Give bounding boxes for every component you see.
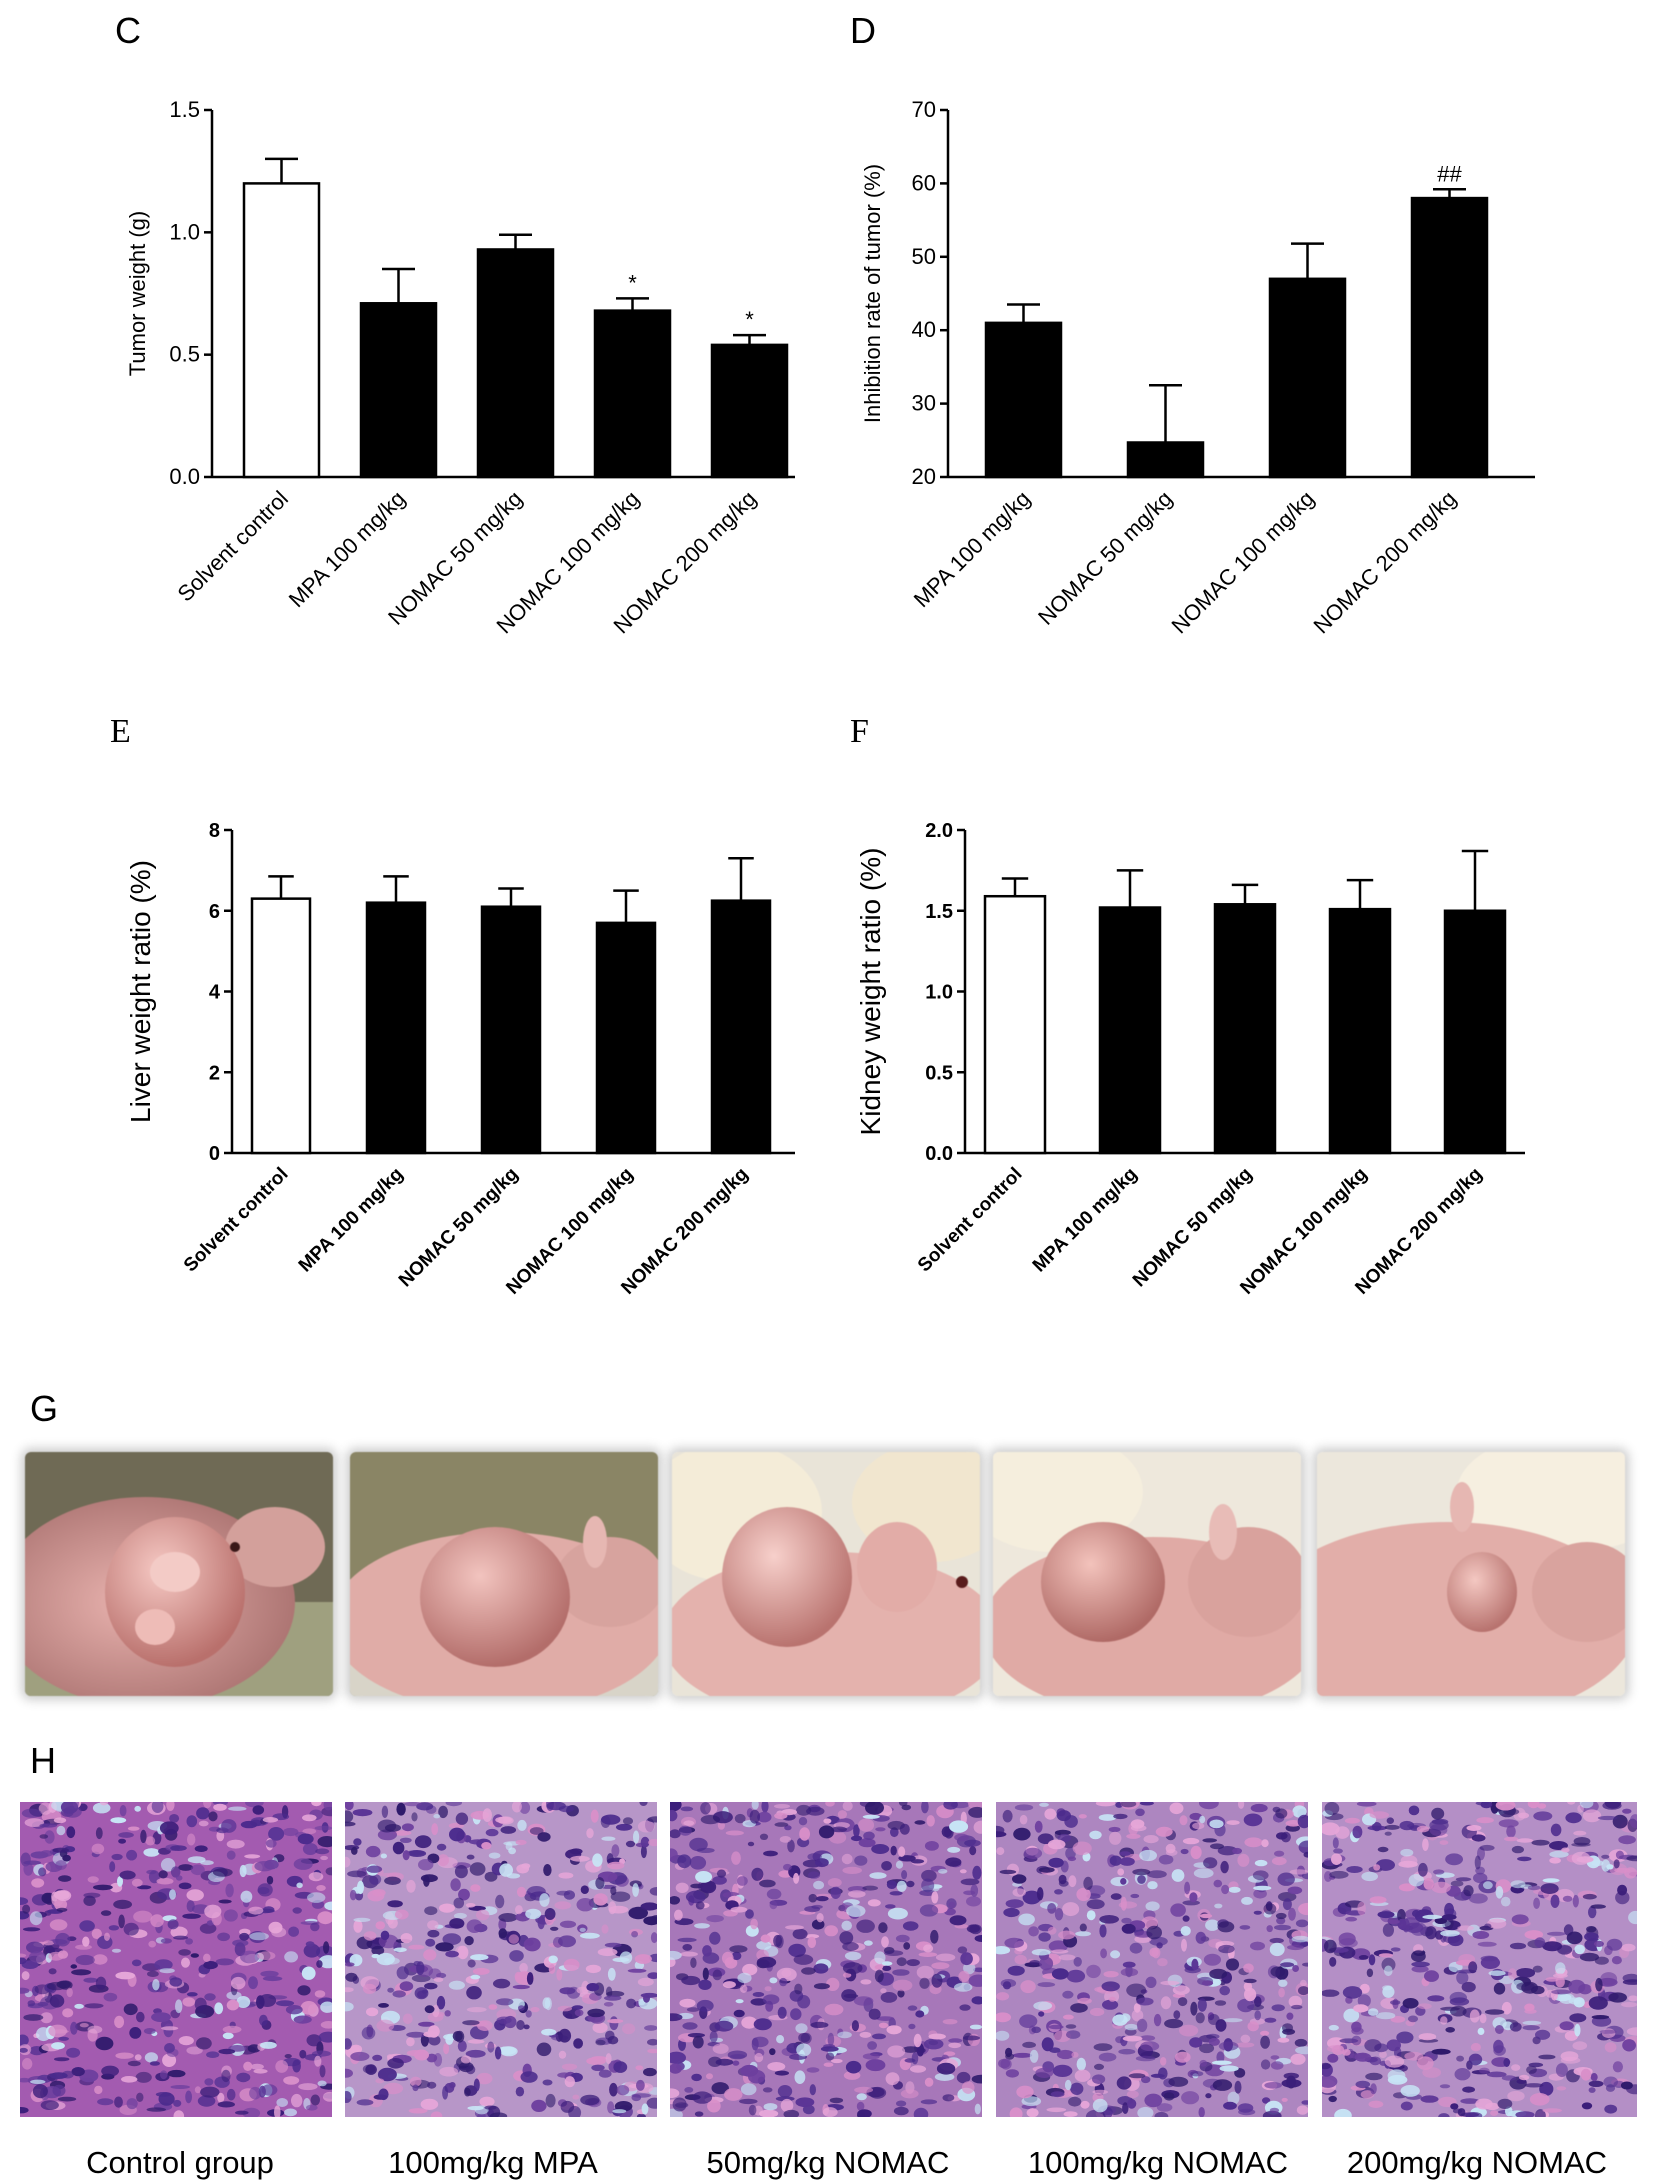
bar-f-nomac-200-mg-kg	[1443, 909, 1507, 1155]
x-tick-label-e-0: Solvent control	[180, 1164, 293, 1277]
y-axis-label-c: Tumor weight (g)	[125, 211, 150, 376]
y-tick-label-c-3: 1.5	[169, 97, 200, 122]
panel-letter-d: D	[850, 10, 876, 51]
y-tick-label-d-4: 60	[912, 170, 936, 195]
histology-image-nomac-50	[670, 1802, 982, 2117]
y-tick-label-f-1: 0.5	[925, 1062, 953, 1084]
bar-f-solvent-control	[983, 894, 1047, 1155]
y-tick-label-d-0: 20	[912, 464, 936, 489]
tumor-photo-nomac-200	[1317, 1452, 1625, 1696]
bar-c-solvent-control	[242, 182, 321, 479]
bar-e-solvent-control	[250, 897, 312, 1155]
histology-image-nomac-100	[996, 1802, 1308, 2117]
bar-e-nomac-200-mg-kg	[710, 899, 772, 1155]
bar-d-nomac-100-mg-kg	[1268, 277, 1347, 479]
y-tick-label-f-3: 1.5	[925, 901, 953, 923]
significance-mark-d-3: ##	[1437, 161, 1462, 186]
bar-c-nomac-50-mg-kg	[476, 248, 555, 479]
tumor-photo-control	[25, 1452, 333, 1696]
histology-caption-nomac-200: 200mg/kg NOMAC	[1346, 2145, 1608, 2180]
panel-letter-e: E	[110, 713, 131, 750]
panel-letter-h: H	[30, 1740, 56, 1781]
panel-letter-f: F	[850, 713, 869, 750]
x-tick-label-f-3: NOMAC 100 mg/kg	[1236, 1164, 1371, 1299]
y-tick-label-e-3: 6	[209, 901, 220, 923]
panel-letter-c: C	[115, 10, 141, 51]
x-tick-label-f-2: NOMAC 50 mg/kg	[1129, 1164, 1257, 1292]
bar-e-mpa-100-mg-kg	[365, 901, 427, 1155]
y-tick-label-d-2: 40	[912, 317, 936, 342]
bar-charts: 0.0 0.5 1.0 1.5 Tumor weight (g) Solvent cont…	[125, 97, 1535, 1299]
y-tick-label-c-1: 0.5	[169, 342, 200, 367]
x-tick-label-d-2: NOMAC 100 mg/kg	[1166, 486, 1319, 639]
tumor-photo-nomac-50	[672, 1452, 980, 1696]
tumor-photo-nomac-100	[993, 1452, 1301, 1696]
y-tick-label-e-0: 0	[209, 1143, 220, 1165]
tumor-photo-mpa-100	[350, 1452, 658, 1696]
panel-letter-g: G	[30, 1388, 59, 1429]
bar-f-nomac-50-mg-kg	[1213, 903, 1277, 1155]
bar-f-nomac-100-mg-kg	[1328, 907, 1392, 1155]
y-tick-label-f-0: 0.0	[925, 1143, 953, 1165]
bar-f-mpa-100-mg-kg	[1098, 906, 1162, 1155]
x-tick-label-d-0: MPA 100 mg/kg	[909, 486, 1035, 612]
histology-caption-nomac-50: 50mg/kg NOMAC	[706, 2145, 950, 2180]
bar-c-nomac-200-mg-kg	[710, 343, 789, 479]
histology-image-nomac-200	[1322, 1802, 1637, 2117]
x-tick-label-e-3: NOMAC 100 mg/kg	[502, 1164, 637, 1299]
significance-mark-c-3: *	[628, 270, 637, 295]
histology-image-mpa-100	[345, 1802, 657, 2117]
bar-d-nomac-50-mg-kg	[1126, 441, 1205, 479]
histology-caption-mpa-100: 100mg/kg MPA	[388, 2145, 598, 2180]
y-tick-label-c-0: 0.0	[169, 464, 200, 489]
y-axis-label-d: Inhibition rate of tumor (%)	[860, 164, 885, 423]
bar-c-mpa-100-mg-kg	[359, 302, 438, 479]
bar-d-nomac-200-mg-kg	[1410, 196, 1489, 479]
histology-caption-control: Control group	[86, 2145, 274, 2180]
x-tick-label-d-3: NOMAC 200 mg/kg	[1308, 486, 1461, 639]
y-tick-label-c-2: 1.0	[169, 219, 200, 244]
y-tick-label-d-5: 70	[912, 97, 936, 122]
y-axis-label-f: Kidney weight ratio (%)	[855, 848, 886, 1136]
y-tick-label-f-2: 1.0	[925, 982, 953, 1004]
histology-caption-nomac-100: 100mg/kg NOMAC	[1027, 2145, 1289, 2180]
bar-d-mpa-100-mg-kg	[984, 321, 1063, 479]
y-tick-label-e-4: 8	[209, 820, 220, 842]
y-tick-label-d-1: 30	[912, 391, 936, 416]
x-tick-label-d-1: NOMAC 50 mg/kg	[1033, 486, 1177, 630]
bar-e-nomac-50-mg-kg	[480, 905, 542, 1155]
x-tick-label-f-1: MPA 100 mg/kg	[1029, 1164, 1142, 1277]
y-tick-label-e-2: 4	[209, 982, 221, 1004]
y-tick-label-f-4: 2.0	[925, 820, 953, 842]
histology-image-control	[20, 1802, 332, 2117]
bar-e-nomac-100-mg-kg	[595, 921, 657, 1155]
y-axis-label-e: Liver weight ratio (%)	[125, 860, 156, 1123]
x-tick-label-e-2: NOMAC 50 mg/kg	[395, 1164, 523, 1292]
x-tick-label-f-0: Solvent control	[914, 1164, 1027, 1277]
x-tick-label-e-4: NOMAC 200 mg/kg	[617, 1164, 752, 1299]
y-tick-label-e-1: 2	[209, 1062, 220, 1084]
x-tick-label-e-1: MPA 100 mg/kg	[295, 1164, 408, 1277]
y-tick-label-d-3: 50	[912, 244, 936, 269]
significance-mark-c-4: *	[745, 307, 754, 332]
x-tick-label-f-4: NOMAC 200 mg/kg	[1351, 1164, 1486, 1299]
bar-c-nomac-100-mg-kg	[593, 309, 672, 479]
x-tick-label-c-1: MPA 100 mg/kg	[284, 486, 410, 612]
x-tick-label-c-0: Solvent control	[172, 486, 293, 607]
